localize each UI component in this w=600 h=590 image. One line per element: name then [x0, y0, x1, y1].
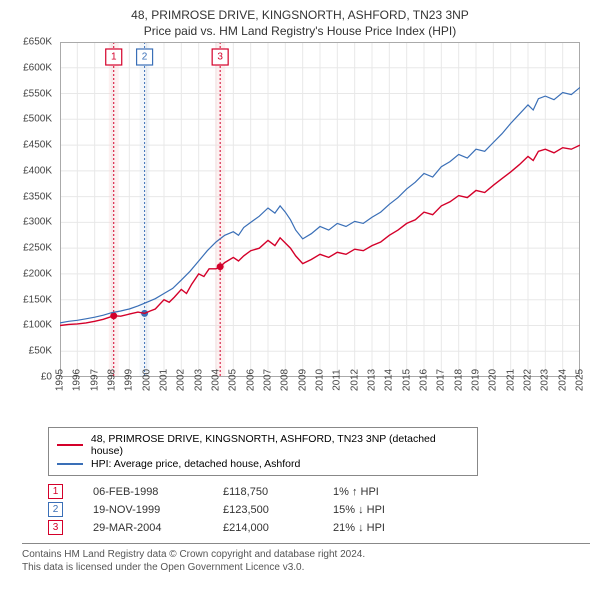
- plot-svg: 1 2 3: [60, 42, 580, 377]
- x-axis-label: 2006: [245, 369, 256, 391]
- y-axis-label: £200K: [23, 268, 52, 279]
- legend-item: 48, PRIMROSE DRIVE, KINGSNORTH, ASHFORD,…: [57, 433, 469, 457]
- svg-text:3: 3: [217, 52, 223, 63]
- sale-date: 06-FEB-1998: [93, 486, 223, 498]
- x-axis-label: 2016: [419, 369, 430, 391]
- chart-area: 123 £0£50K£100K£150K£200K£250K£300K£350K…: [10, 42, 590, 377]
- x-axis-label: 2022: [523, 369, 534, 391]
- x-axis-label: 1996: [72, 369, 83, 391]
- table-row: 3 29-MAR-2004 £214,000 21% ↓ HPI: [48, 520, 590, 535]
- title-address: 48, PRIMROSE DRIVE, KINGSNORTH, ASHFORD,…: [10, 8, 590, 22]
- legend-label: HPI: Average price, detached house, Ashf…: [91, 458, 300, 470]
- y-axis-label: £50K: [29, 346, 52, 357]
- y-axis-label: £150K: [23, 294, 52, 305]
- y-axis-label: £400K: [23, 165, 52, 176]
- x-axis-label: 2008: [280, 369, 291, 391]
- x-axis-label: 2015: [401, 369, 412, 391]
- x-axis-label: 2005: [228, 369, 239, 391]
- x-axis-label: 2001: [159, 369, 170, 391]
- x-axis-label: 2018: [453, 369, 464, 391]
- x-axis-label: 2025: [575, 369, 586, 391]
- y-axis-label: £600K: [23, 62, 52, 73]
- x-axis-label: 1997: [89, 369, 100, 391]
- y-axis-label: £450K: [23, 140, 52, 151]
- x-axis-label: 2020: [488, 369, 499, 391]
- x-axis-label: 1995: [55, 369, 66, 391]
- table-row: 2 19-NOV-1999 £123,500 15% ↓ HPI: [48, 502, 590, 517]
- sale-marker-icon: 1: [48, 484, 63, 499]
- x-axis-label: 2014: [384, 369, 395, 391]
- x-axis-label: 2000: [141, 369, 152, 391]
- sale-delta: 15% ↓ HPI: [333, 504, 433, 516]
- sale-price: £118,750: [223, 486, 333, 498]
- sale-price: £214,000: [223, 522, 333, 534]
- attribution: Contains HM Land Registry data © Crown c…: [22, 543, 590, 574]
- x-axis-label: 2010: [315, 369, 326, 391]
- sale-marker-icon: 2: [48, 502, 63, 517]
- x-axis-label: 2009: [297, 369, 308, 391]
- x-axis-label: 2024: [557, 369, 568, 391]
- y-axis-label: £550K: [23, 88, 52, 99]
- title-subtitle: Price paid vs. HM Land Registry's House …: [10, 24, 590, 38]
- x-axis-label: 2021: [505, 369, 516, 391]
- table-row: 1 06-FEB-1998 £118,750 1% ↑ HPI: [48, 484, 590, 499]
- x-axis-label: 2013: [367, 369, 378, 391]
- y-axis-label: £100K: [23, 320, 52, 331]
- titles: 48, PRIMROSE DRIVE, KINGSNORTH, ASHFORD,…: [10, 8, 590, 38]
- y-axis-label: £250K: [23, 243, 52, 254]
- x-axis-label: 2023: [540, 369, 551, 391]
- x-axis-label: 2017: [436, 369, 447, 391]
- y-axis-label: £300K: [23, 217, 52, 228]
- sale-delta: 21% ↓ HPI: [333, 522, 433, 534]
- sale-date: 19-NOV-1999: [93, 504, 223, 516]
- sale-delta: 1% ↑ HPI: [333, 486, 433, 498]
- x-axis-label: 2012: [349, 369, 360, 391]
- legend-swatch: [57, 463, 83, 465]
- sales-table: 1 06-FEB-1998 £118,750 1% ↑ HPI 2 19-NOV…: [48, 484, 590, 535]
- x-axis-label: 2011: [332, 369, 343, 391]
- attribution-line: Contains HM Land Registry data © Crown c…: [22, 548, 590, 561]
- x-axis-label: 2003: [193, 369, 204, 391]
- x-axis-label: 1999: [124, 369, 135, 391]
- legend: 48, PRIMROSE DRIVE, KINGSNORTH, ASHFORD,…: [48, 427, 478, 476]
- y-axis-label: £500K: [23, 114, 52, 125]
- x-axis-label: 1998: [107, 369, 118, 391]
- svg-text:1: 1: [111, 52, 117, 63]
- sale-date: 29-MAR-2004: [93, 522, 223, 534]
- legend-swatch: [57, 444, 83, 446]
- legend-label: 48, PRIMROSE DRIVE, KINGSNORTH, ASHFORD,…: [91, 433, 469, 457]
- x-axis-label: 2004: [211, 369, 222, 391]
- legend-item: HPI: Average price, detached house, Ashf…: [57, 458, 469, 470]
- x-axis-label: 2019: [471, 369, 482, 391]
- chart-container: 48, PRIMROSE DRIVE, KINGSNORTH, ASHFORD,…: [0, 0, 600, 582]
- x-axis-label: 2002: [176, 369, 187, 391]
- y-axis-label: £650K: [23, 37, 52, 48]
- x-axis-label: 2007: [263, 369, 274, 391]
- sale-marker-icon: 3: [48, 520, 63, 535]
- y-axis-label: £0: [41, 372, 52, 383]
- y-axis-label: £350K: [23, 191, 52, 202]
- sale-price: £123,500: [223, 504, 333, 516]
- attribution-line: This data is licensed under the Open Gov…: [22, 561, 590, 574]
- svg-text:2: 2: [142, 52, 148, 63]
